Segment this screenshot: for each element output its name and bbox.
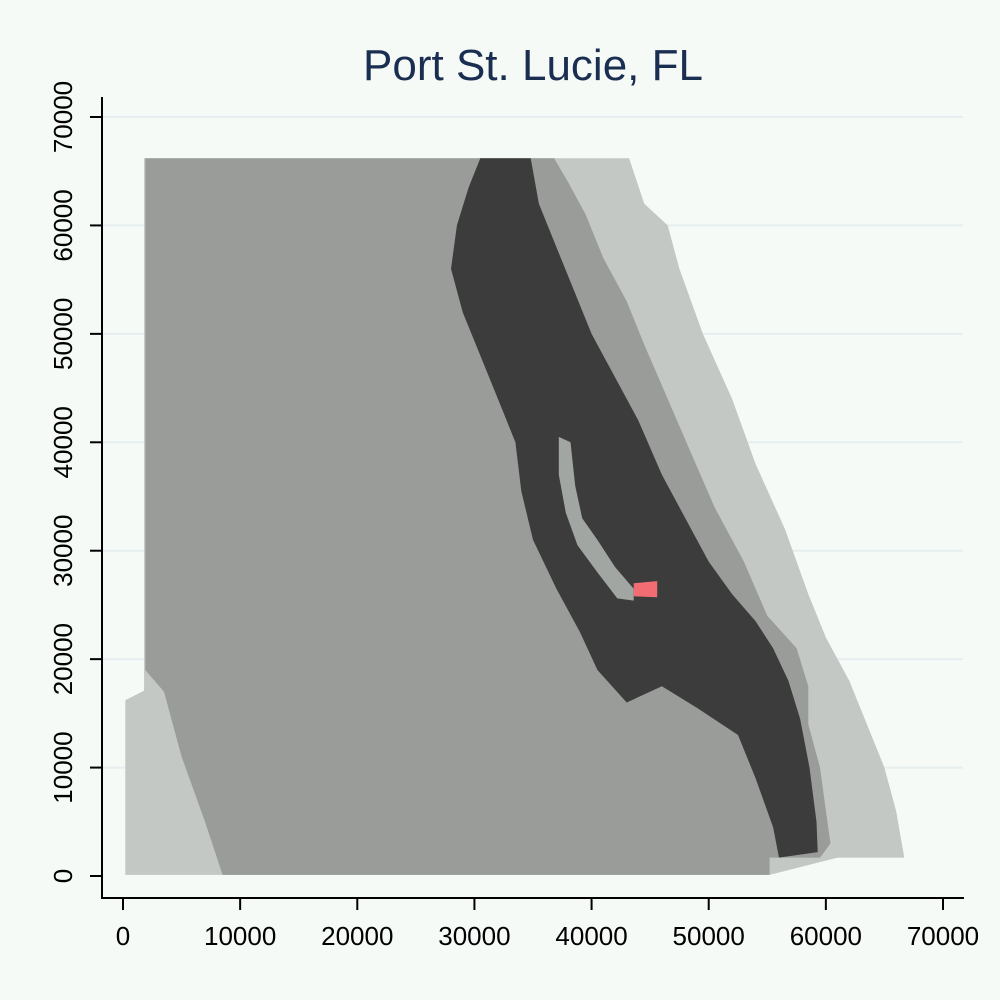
- x-tick-label: 30000: [438, 921, 510, 951]
- y-tick-label: 40000: [48, 406, 78, 478]
- x-tick-label: 50000: [673, 921, 745, 951]
- y-tick-label: 50000: [48, 298, 78, 370]
- developed-area-shape: [451, 158, 818, 858]
- x-tick-label: 40000: [555, 921, 627, 951]
- map-layers: [125, 158, 905, 875]
- x-tick-label: 0: [116, 921, 130, 951]
- site-marker-shape: [633, 581, 658, 598]
- y-tick-label: 0: [48, 869, 78, 883]
- y-tick-label: 30000: [48, 515, 78, 587]
- county-area-shape: [145, 158, 831, 875]
- axes: 0 10000 20000 30000 40000 50000 60000 70000 0 100…: [48, 81, 979, 951]
- x-tick-label: 70000: [907, 921, 979, 951]
- y-tick-label: 60000: [48, 189, 78, 261]
- chart-title: Port St. Lucie, FL: [363, 41, 703, 90]
- x-tick-label: 10000: [204, 921, 276, 951]
- y-tick-label: 20000: [48, 623, 78, 695]
- river-shape: [558, 436, 634, 601]
- x-tick-label: 20000: [321, 921, 393, 951]
- y-tick-label: 70000: [48, 81, 78, 153]
- x-tick-label: 60000: [790, 921, 862, 951]
- y-tick-label: 10000: [48, 731, 78, 803]
